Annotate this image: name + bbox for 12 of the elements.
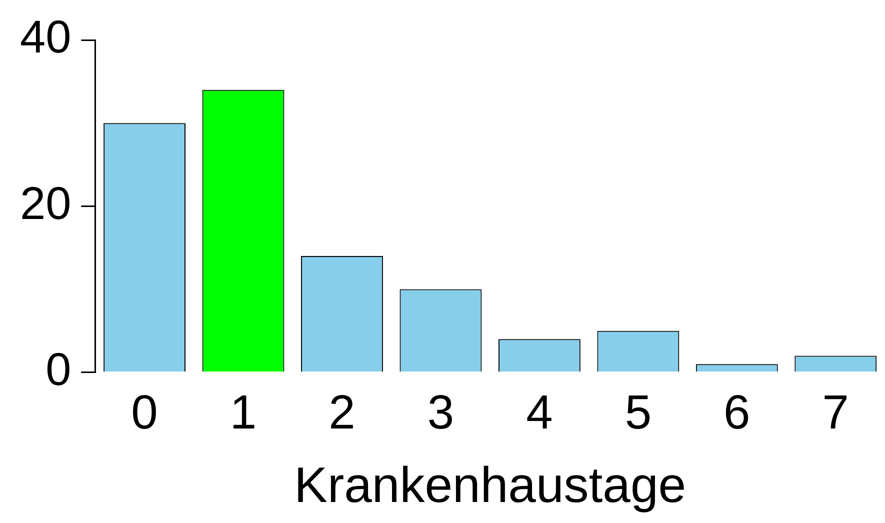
x-tick-label: 6 [724, 386, 750, 440]
y-tick-label: 20 [20, 176, 72, 229]
y-tick-label: 40 [20, 10, 72, 63]
x-tick-label: 1 [230, 386, 257, 440]
x-tick-label: 3 [427, 386, 454, 440]
x-axis-title: Krankenhaustage [294, 456, 686, 513]
x-tick-label: 0 [131, 386, 158, 440]
x-tick-label: 5 [624, 386, 652, 440]
x-tick-label: 7 [822, 386, 849, 440]
x-tick-label: 4 [526, 386, 553, 440]
y-tick-label: 0 [46, 343, 72, 396]
x-tick-label: 2 [328, 386, 356, 440]
